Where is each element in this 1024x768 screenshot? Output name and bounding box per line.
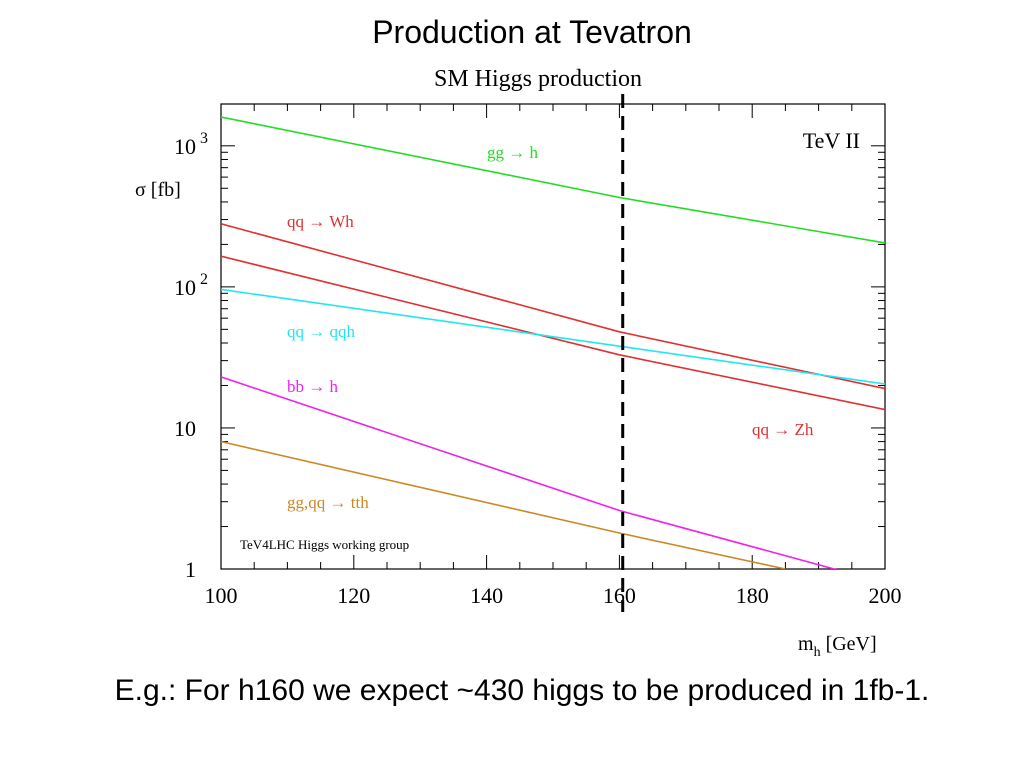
y-tick-label: 1 [185, 557, 196, 582]
x-tick-label: 140 [470, 583, 503, 608]
y-tick-label: 10 [174, 275, 196, 300]
x-axis-label: mh [GeV] [798, 633, 877, 660]
slide-title: Production at Tevatron [372, 14, 692, 50]
series-lines [221, 116, 885, 569]
series-label-qq-qqh: qq → qqh [287, 322, 356, 341]
series-labels: gg → h qq → Wh qq → Zh qq → qqh bb → h gg,qq … [287, 143, 814, 512]
series-label-gg-h: gg → h [487, 143, 539, 162]
annotation-working-group: TeV4LHC Higgs working group [240, 537, 409, 552]
series-line-qq-qqh [221, 288, 885, 385]
slide-caption: E.g.: For h160 we expect ~430 higgs to b… [114, 674, 930, 707]
series-label-qq-wh: qq → Wh [287, 212, 354, 231]
series-line-gg-qq-tth [221, 440, 786, 569]
y-tick-label: 10 [174, 134, 196, 159]
series-line-qq-zh [221, 255, 885, 411]
series-label-qq-zh: qq → Zh [752, 420, 814, 439]
x-tick-label: 200 [869, 583, 902, 608]
series-line-bb-h [221, 376, 838, 569]
x-tick-label: 160 [603, 583, 636, 608]
axis-ticks [220, 104, 886, 570]
cross-section-chart: SM Higgs production gg → h qq → Wh qq → Zh… [135, 66, 902, 660]
y-tick-exponent: 2 [200, 271, 208, 288]
y-tick-exponent: 3 [200, 130, 208, 147]
x-tick-label: 120 [337, 583, 370, 608]
y-tick-label: 10 [174, 416, 196, 441]
chart-title: SM Higgs production [434, 66, 642, 92]
x-tick-label: 180 [736, 583, 769, 608]
x-tick-label: 100 [205, 583, 238, 608]
series-line-qq-wh [221, 223, 885, 390]
y-axis-label: σ [fb] [135, 179, 181, 201]
series-line-gg-h [221, 116, 885, 244]
series-label-bb-h: bb → h [287, 377, 339, 396]
annotation-tev-ii: TeV II [803, 128, 860, 153]
series-label-gg-qq-tth: gg,qq → tth [287, 493, 369, 512]
